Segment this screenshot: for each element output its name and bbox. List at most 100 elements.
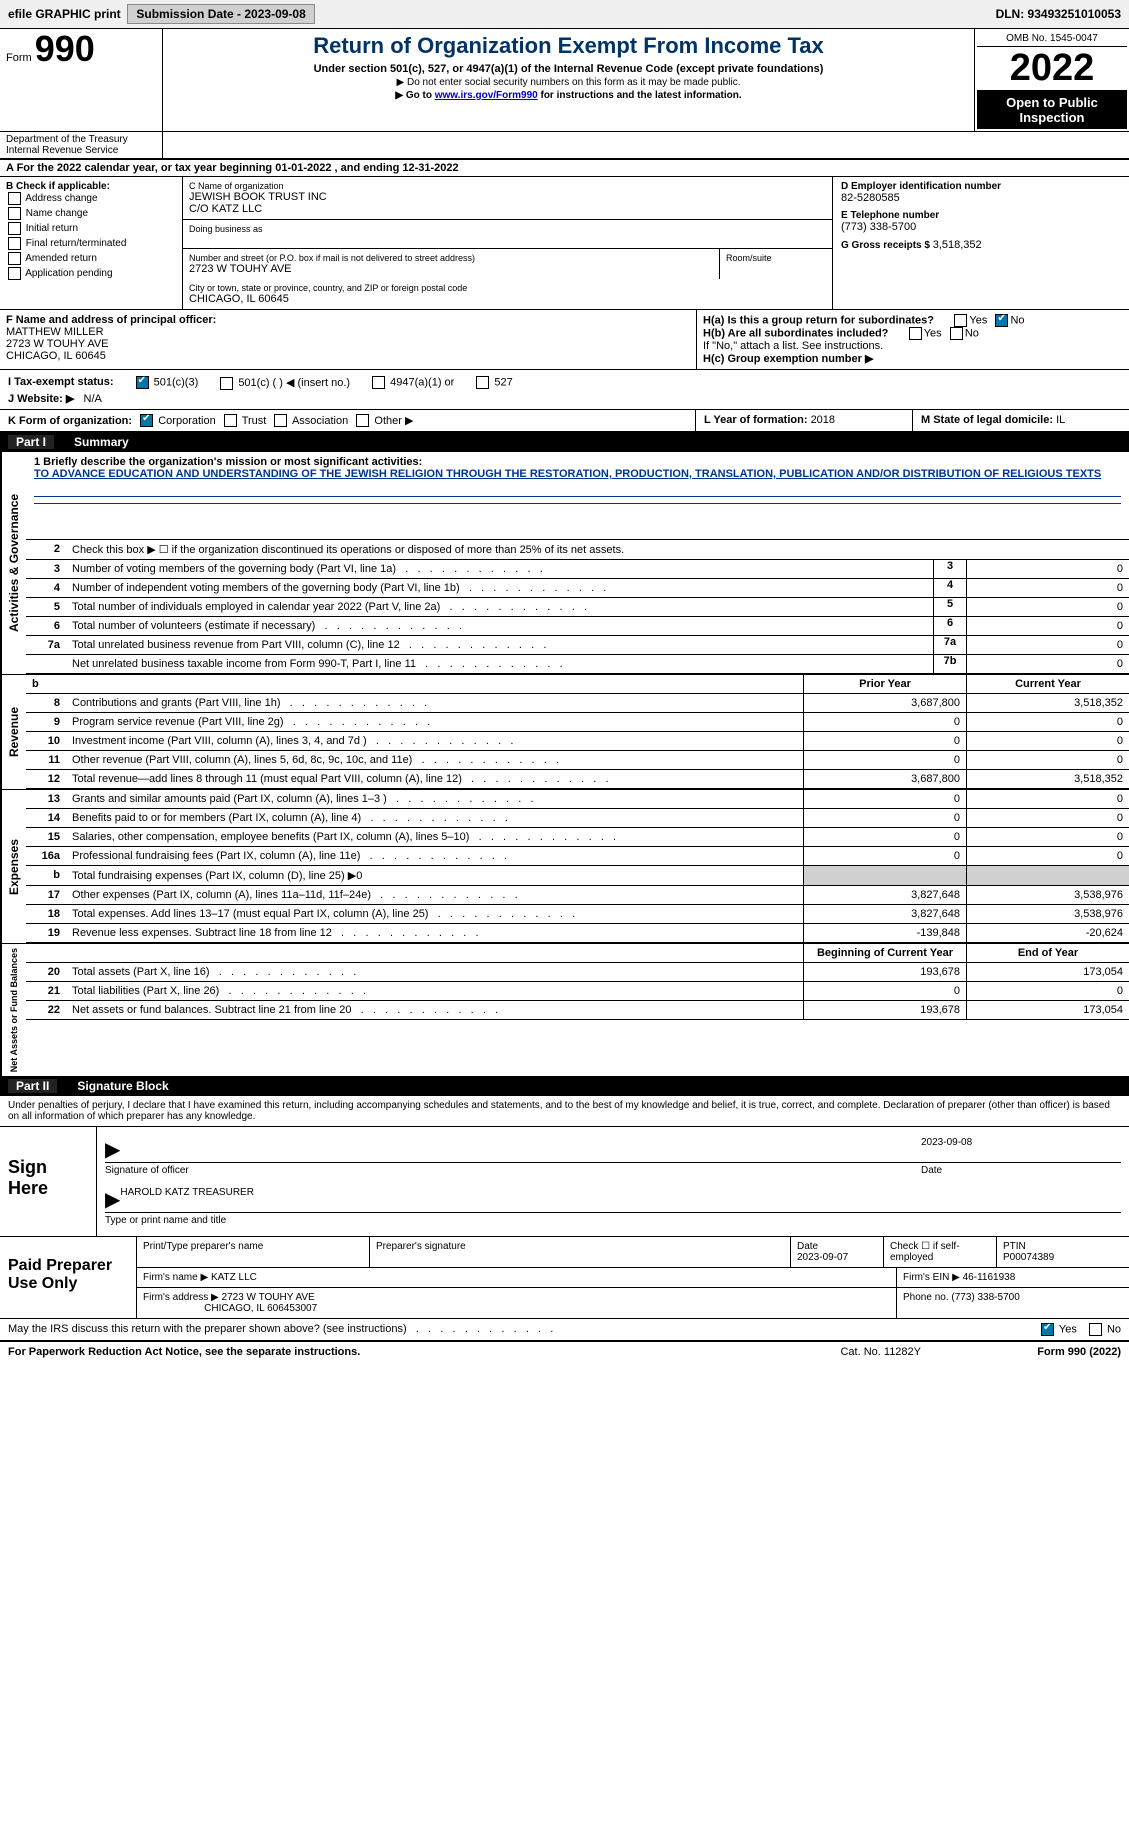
- return-title: Return of Organization Exempt From Incom…: [171, 33, 966, 59]
- section-d-e-g: D Employer identification number 82-5280…: [833, 177, 1129, 309]
- summary-line: 13Grants and similar amounts paid (Part …: [26, 790, 1129, 809]
- summary-line: 5Total number of individuals employed in…: [26, 598, 1129, 617]
- state-domicile: M State of legal domicile: IL: [913, 410, 1129, 432]
- checkbox-irs-no[interactable]: [1089, 1323, 1102, 1336]
- street-label: Number and street (or P.O. box if mail i…: [189, 253, 713, 263]
- may-irs-discuss: May the IRS discuss this return with the…: [0, 1318, 1129, 1340]
- checkbox-hb-yes[interactable]: [909, 327, 922, 340]
- room-label: Room/suite: [726, 253, 826, 263]
- checkbox-trust[interactable]: [224, 414, 237, 427]
- sign-arrow-icon-2: ▶: [105, 1187, 120, 1212]
- form-990-box: Form 990: [0, 29, 163, 131]
- checkbox-4947[interactable]: [372, 376, 385, 389]
- summary-line: 15Salaries, other compensation, employee…: [26, 828, 1129, 847]
- part-i-header: Part I Summary: [0, 432, 1129, 452]
- footer: For Paperwork Reduction Act Notice, see …: [0, 1340, 1129, 1362]
- summary-line: 2Check this box ▶ ☐ if the organization …: [26, 540, 1129, 560]
- irs-link[interactable]: www.irs.gov/Form990: [435, 90, 538, 101]
- section-b-checkboxes: B Check if applicable: Address change Na…: [0, 177, 183, 309]
- vlabel-netassets: Net Assets or Fund Balances: [1, 944, 26, 1076]
- summary-line: 17Other expenses (Part IX, column (A), l…: [26, 886, 1129, 905]
- summary-line: 16aProfessional fundraising fees (Part I…: [26, 847, 1129, 866]
- omb-number: OMB No. 1545-0047: [977, 31, 1127, 47]
- header-right-block: OMB No. 1545-0047 2022 Open to Public In…: [975, 29, 1129, 131]
- dept-treasury: Department of the Treasury Internal Reve…: [0, 132, 163, 158]
- checkbox-application-pending[interactable]: [8, 267, 21, 280]
- ein-value: 82-5280585: [841, 192, 1121, 204]
- summary-line: 3Number of voting members of the governi…: [26, 560, 1129, 579]
- summary-line: 8Contributions and grants (Part VIII, li…: [26, 694, 1129, 713]
- summary-line: 12Total revenue—add lines 8 through 11 (…: [26, 770, 1129, 789]
- col-headers-revenue: b Prior Year Current Year: [26, 675, 1129, 694]
- paid-preparer-label: Paid Preparer Use Only: [0, 1237, 137, 1318]
- form-number: 990: [35, 28, 95, 69]
- dba-label: Doing business as: [189, 224, 826, 234]
- sign-fields: ▶ 2023-09-08 Signature of officer Date ▶…: [97, 1127, 1129, 1236]
- year-formed: L Year of formation: 2018: [696, 410, 913, 432]
- summary-line: 10Investment income (Part VIII, column (…: [26, 732, 1129, 751]
- officer-block: F Name and address of principal officer:…: [0, 310, 697, 369]
- checkbox-other[interactable]: [356, 414, 369, 427]
- checkbox-address-change[interactable]: [8, 192, 21, 205]
- mission-text: TO ADVANCE EDUCATION AND UNDERSTANDING O…: [34, 468, 1101, 480]
- tax-status-label: I Tax-exempt status:: [8, 376, 114, 390]
- summary-line: 19Revenue less expenses. Subtract line 1…: [26, 924, 1129, 943]
- checkbox-assoc[interactable]: [274, 414, 287, 427]
- summary-line: 4Number of independent voting members of…: [26, 579, 1129, 598]
- street-value: 2723 W TOUHY AVE: [189, 263, 713, 275]
- checkbox-hb-no[interactable]: [950, 327, 963, 340]
- checkbox-irs-yes[interactable]: [1041, 1323, 1054, 1336]
- phone-value: (773) 338-5700: [841, 221, 1121, 233]
- website-label: J Website: ▶: [8, 393, 74, 405]
- receipts-label: G Gross receipts $: [841, 240, 933, 251]
- tax-year: 2022: [977, 47, 1127, 91]
- section-c-org-info: C Name of organization JEWISH BOOK TRUST…: [183, 177, 833, 309]
- mission-block: 1 Briefly describe the organization's mi…: [26, 452, 1129, 540]
- org-name-2: C/O KATZ LLC: [189, 203, 826, 215]
- org-name-label: C Name of organization: [189, 181, 826, 191]
- checkbox-ha-no[interactable]: [995, 314, 1008, 327]
- summary-line: Net unrelated business taxable income fr…: [26, 655, 1129, 674]
- submission-date-button[interactable]: Submission Date - 2023-09-08: [127, 4, 314, 24]
- efile-label: efile GRAPHIC print: [8, 7, 121, 21]
- vlabel-revenue: Revenue: [1, 675, 26, 789]
- checkbox-527[interactable]: [476, 376, 489, 389]
- checkbox-ha-yes[interactable]: [954, 314, 967, 327]
- receipts-value: 3,518,352: [933, 239, 982, 251]
- org-name-1: JEWISH BOOK TRUST INC: [189, 191, 826, 203]
- city-value: CHICAGO, IL 60645: [189, 293, 826, 305]
- form-label: Form: [6, 52, 32, 64]
- checkbox-name-change[interactable]: [8, 207, 21, 220]
- dln-label: DLN: 93493251010053: [996, 7, 1121, 21]
- summary-line: bTotal fundraising expenses (Part IX, co…: [26, 866, 1129, 886]
- summary-line: 7aTotal unrelated business revenue from …: [26, 636, 1129, 655]
- summary-line: 9Program service revenue (Part VIII, lin…: [26, 713, 1129, 732]
- paid-preparer-grid: Print/Type preparer's name Preparer's si…: [137, 1237, 1129, 1318]
- summary-line: 6Total number of volunteers (estimate if…: [26, 617, 1129, 636]
- part-ii-header: Part II Signature Block: [0, 1076, 1129, 1096]
- col-headers-net: Beginning of Current Year End of Year: [26, 944, 1129, 963]
- summary-line: 11Other revenue (Part VIII, column (A), …: [26, 751, 1129, 770]
- header-sub1: Under section 501(c), 527, or 4947(a)(1)…: [171, 63, 966, 75]
- form-of-org: K Form of organization: Corporation Trus…: [0, 410, 696, 432]
- summary-line: 20Total assets (Part X, line 16) 193,678…: [26, 963, 1129, 982]
- open-public-badge: Open to Public Inspection: [977, 91, 1127, 129]
- checkbox-corp[interactable]: [140, 414, 153, 427]
- city-label: City or town, state or province, country…: [189, 283, 826, 293]
- sign-arrow-icon: ▶: [105, 1137, 120, 1162]
- sign-here-label: Sign Here: [0, 1127, 97, 1236]
- header-title-block: Return of Organization Exempt From Incom…: [163, 29, 975, 131]
- top-toolbar: efile GRAPHIC print Submission Date - 20…: [0, 0, 1129, 29]
- phone-label: E Telephone number: [841, 210, 1121, 221]
- checkbox-amended-return[interactable]: [8, 252, 21, 265]
- vlabel-activities: Activities & Governance: [1, 452, 26, 674]
- section-b-header: B Check if applicable:: [6, 181, 110, 192]
- checkbox-final-return[interactable]: [8, 237, 21, 250]
- summary-line: 14Benefits paid to or for members (Part …: [26, 809, 1129, 828]
- section-h: H(a) Is this a group return for subordin…: [697, 310, 1129, 369]
- summary-line: 18Total expenses. Add lines 13–17 (must …: [26, 905, 1129, 924]
- header-sub2: ▶ Do not enter social security numbers o…: [171, 77, 966, 88]
- checkbox-initial-return[interactable]: [8, 222, 21, 235]
- checkbox-501c[interactable]: [220, 377, 233, 390]
- checkbox-501c3[interactable]: [136, 376, 149, 389]
